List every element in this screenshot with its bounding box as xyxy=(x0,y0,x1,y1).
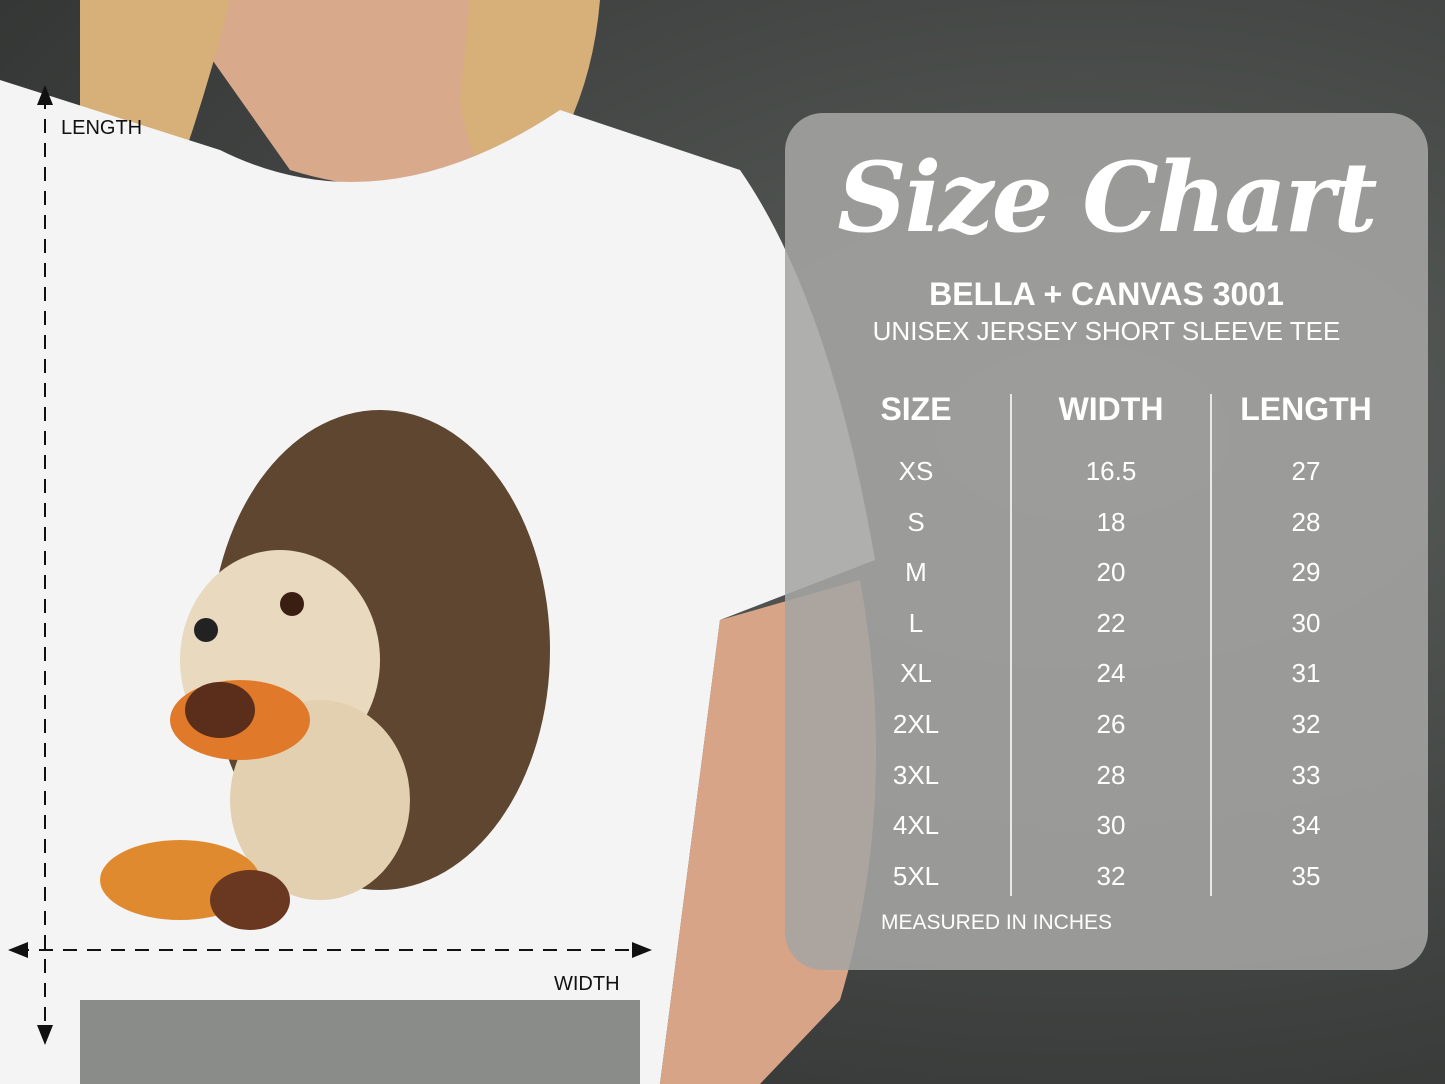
column-divider xyxy=(1210,394,1212,896)
product-subtitle: UNISEX JERSEY SHORT SLEEVE TEE xyxy=(872,316,1341,346)
width-cell: 22 xyxy=(1096,607,1126,638)
size-cell: 5XL xyxy=(892,860,940,891)
width-label: WIDTH xyxy=(554,973,620,995)
length-cell: 32 xyxy=(1291,709,1321,739)
width-cell: 16.5 xyxy=(1085,456,1137,486)
hedgehog-graphic xyxy=(100,410,550,930)
length-cell: 34 xyxy=(1291,810,1321,841)
length-cell: 29 xyxy=(1291,557,1321,588)
length-cell: 28 xyxy=(1291,506,1321,537)
size-cell: 4XL xyxy=(892,810,940,841)
length-cell: 31 xyxy=(1291,658,1321,689)
width-cell: 18 xyxy=(1096,506,1126,537)
length-cell: 30 xyxy=(1291,607,1321,638)
arrow-up-icon xyxy=(37,85,53,105)
size-cell: M xyxy=(905,557,927,588)
header-width: WIDTH xyxy=(1058,391,1164,427)
size-cell: XL xyxy=(900,658,932,689)
arrow-right-icon xyxy=(632,942,652,958)
chart-title: Size Chart xyxy=(837,141,1377,254)
width-cell: 24 xyxy=(1096,658,1126,689)
arrow-down-icon xyxy=(37,1025,53,1045)
length-cell: 33 xyxy=(1291,759,1321,790)
arrow-left-icon xyxy=(8,942,28,958)
length-cell: 27 xyxy=(1291,456,1321,486)
size-cell: L xyxy=(908,607,924,638)
width-cell: 26 xyxy=(1096,709,1126,739)
size-chart-panel: Size Chart BELLA + CANVAS 3001 UNISEX JE… xyxy=(785,113,1428,970)
width-cell: 30 xyxy=(1096,810,1126,841)
header-length: LENGTH xyxy=(1240,391,1372,427)
header-size: SIZE xyxy=(880,391,952,427)
width-cell: 32 xyxy=(1096,860,1126,891)
length-label: LENGTH xyxy=(61,117,143,139)
size-cell: 3XL xyxy=(892,759,940,790)
measurement-note: MEASURED IN INCHES xyxy=(881,911,1113,934)
width-cell: 20 xyxy=(1096,557,1126,588)
width-cell: 28 xyxy=(1096,759,1126,790)
length-cell: 35 xyxy=(1291,860,1321,891)
size-cell: 2XL xyxy=(892,709,940,739)
column-divider xyxy=(1010,394,1012,896)
size-cell: S xyxy=(907,506,925,537)
brand-name: BELLA + CANVAS 3001 xyxy=(929,276,1284,312)
size-cell: XS xyxy=(898,456,934,486)
